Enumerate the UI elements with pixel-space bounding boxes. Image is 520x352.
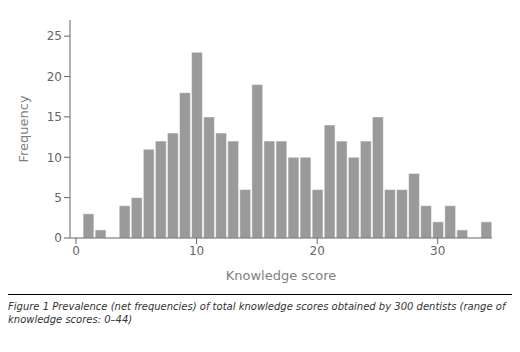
svg-text:5: 5 xyxy=(54,191,62,205)
svg-text:0: 0 xyxy=(72,244,80,258)
svg-text:15: 15 xyxy=(47,110,62,124)
svg-text:30: 30 xyxy=(430,244,445,258)
svg-text:0: 0 xyxy=(54,231,62,245)
svg-text:Frequency: Frequency xyxy=(16,95,31,162)
svg-text:10: 10 xyxy=(189,244,204,258)
svg-text:10: 10 xyxy=(47,151,62,165)
svg-text:20: 20 xyxy=(310,244,325,258)
svg-text:25: 25 xyxy=(47,29,62,43)
svg-text:20: 20 xyxy=(47,70,62,84)
svg-text:Knowledge score: Knowledge score xyxy=(226,268,337,283)
html-text:Figure 1 Prevalence (net frequ: Figure 1 Prevalence (net frequencies) of… xyxy=(8,301,506,325)
